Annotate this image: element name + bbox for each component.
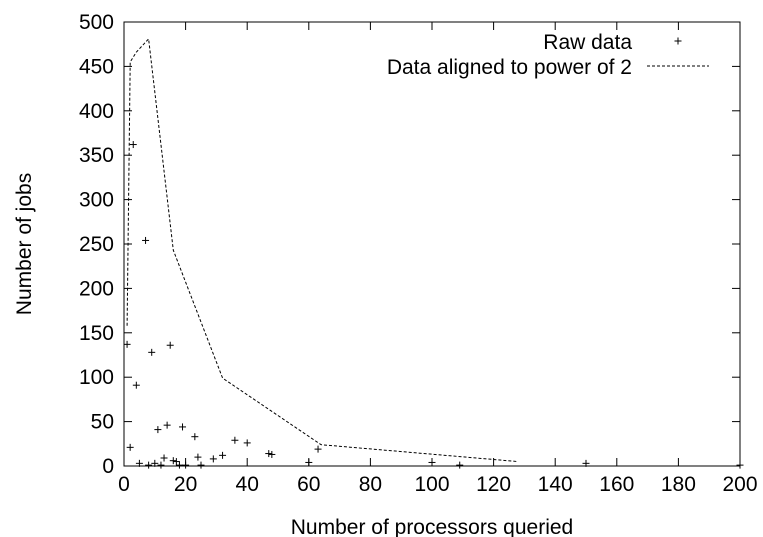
x-tick-label: 160 — [599, 473, 634, 496]
series-aligned-power-of-2 — [126, 37, 519, 463]
raw-data-point — [314, 445, 322, 453]
y-tick-label: 50 — [91, 411, 114, 434]
x-tick-label: 0 — [118, 473, 130, 496]
y-tick-label: 450 — [79, 55, 114, 78]
raw-data-point — [219, 451, 227, 459]
raw-data-point — [160, 454, 168, 462]
y-tick-label: 400 — [79, 100, 114, 123]
raw-data-point — [123, 340, 131, 348]
raw-data-point — [175, 461, 183, 469]
y-tick-label: 500 — [79, 11, 114, 34]
x-tick-label: 180 — [661, 473, 696, 496]
y-tick-label: 250 — [79, 233, 114, 256]
x-tick-label: 20 — [174, 473, 197, 496]
raw-data-point — [132, 381, 140, 389]
raw-data-point — [129, 141, 137, 149]
raw-data-point — [197, 461, 205, 469]
series-raw-data — [123, 141, 744, 469]
raw-data-point — [243, 439, 251, 447]
aligned-data-line — [126, 37, 519, 463]
x-tick-label: 140 — [538, 473, 573, 496]
plot-frame — [123, 21, 741, 467]
raw-data-point — [428, 458, 436, 466]
x-axis-ticks: 0 20 40 60 80 100 120 140 160 180 200 — [118, 22, 758, 496]
y-tick-label: 150 — [79, 322, 114, 345]
y-tick-label: 100 — [79, 366, 114, 389]
raw-data-point — [456, 461, 464, 469]
x-tick-label: 40 — [236, 473, 259, 496]
raw-data-point — [582, 459, 590, 467]
legend-plus-marker — [674, 37, 682, 45]
raw-data-point — [166, 341, 174, 349]
x-tick-label: 120 — [476, 473, 511, 496]
raw-data-point — [126, 443, 134, 451]
x-tick-label: 200 — [722, 473, 757, 496]
raw-data-point — [169, 457, 177, 465]
raw-data-point — [231, 436, 239, 444]
y-axis-ticks: 0 50 100 150 200 250 300 350 400 450 500 — [79, 11, 740, 478]
plot-border — [123, 21, 741, 467]
y-tick-label: 200 — [79, 277, 114, 300]
y-tick-label: 300 — [79, 189, 114, 212]
x-tick-label: 100 — [414, 473, 449, 496]
legend: Raw data Data aligned to power of 2 — [387, 31, 709, 79]
y-axis-label: Number of jobs — [13, 173, 36, 315]
raw-data-point — [265, 450, 273, 458]
raw-data-point — [163, 421, 171, 429]
legend-marker-raw-data — [674, 37, 682, 45]
raw-data-point — [736, 461, 744, 469]
raw-data-point — [157, 461, 165, 469]
raw-data-point — [151, 459, 159, 467]
legend-label-aligned: Data aligned to power of 2 — [387, 56, 632, 79]
raw-data-point — [145, 461, 153, 469]
raw-data-point — [182, 461, 190, 469]
raw-data-point — [305, 458, 313, 466]
raw-data-point — [172, 458, 180, 466]
y-tick-label: 350 — [79, 144, 114, 167]
raw-data-point — [209, 455, 217, 463]
raw-data-point — [135, 459, 143, 467]
raw-data-point — [142, 236, 150, 244]
raw-data-point — [148, 348, 156, 356]
raw-data-point — [268, 450, 276, 458]
raw-data-point — [154, 426, 162, 434]
x-tick-label: 80 — [359, 473, 382, 496]
raw-data-point — [194, 453, 202, 461]
legend-label-raw-data: Raw data — [543, 31, 632, 54]
raw-data-point — [179, 423, 187, 431]
raw-data-point — [191, 433, 199, 441]
x-tick-label: 60 — [297, 473, 320, 496]
y-tick-label: 0 — [102, 455, 114, 478]
x-axis-label: Number of processors queried — [291, 516, 573, 537]
